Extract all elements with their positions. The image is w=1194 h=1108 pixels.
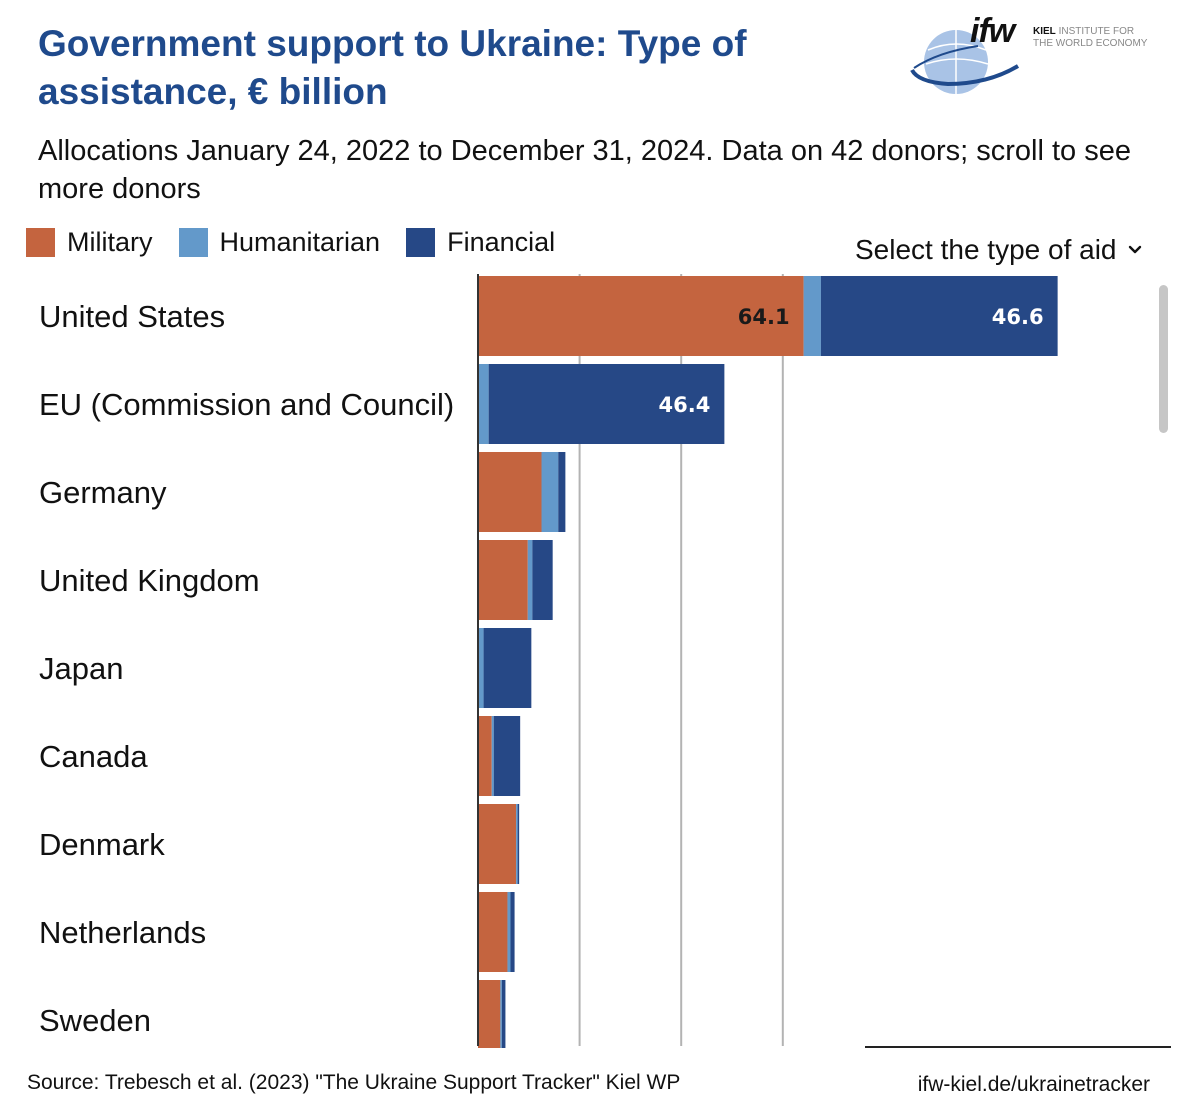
bar-denmark-military[interactable] xyxy=(478,804,517,884)
category-label-denmark: Denmark xyxy=(39,827,165,862)
aid-type-select-label: Select the type of aid xyxy=(855,234,1117,265)
bar-germany-humanitarian[interactable] xyxy=(541,452,559,532)
legend: Military Humanitarian Financial xyxy=(26,227,581,258)
category-label-united-kingdom: United Kingdom xyxy=(39,563,260,598)
bar-netherlands-humanitarian[interactable] xyxy=(507,892,511,972)
legend-item-financial[interactable]: Financial xyxy=(406,227,555,258)
data-label-united-states-military: 64.1 xyxy=(738,305,790,329)
legend-swatch-military xyxy=(26,228,55,257)
chart-subtitle: Allocations January 24, 2022 to December… xyxy=(38,135,1131,205)
chevron-down-icon xyxy=(1128,245,1141,254)
bar-netherlands-military[interactable] xyxy=(478,892,508,972)
tracker-link[interactable]: ifw-kiel.de/ukrainetracker xyxy=(917,1073,1150,1096)
legend-item-military[interactable]: Military xyxy=(26,227,153,258)
bar-united-states-military[interactable] xyxy=(478,276,804,356)
logo-line2: THE WORLD ECONOMY xyxy=(1033,38,1148,49)
data-label-united-states-financial: 46.6 xyxy=(992,305,1044,329)
scrollbar-thumb[interactable] xyxy=(1159,285,1168,433)
category-label-netherlands: Netherlands xyxy=(39,915,206,950)
bar-united-states-financial[interactable] xyxy=(820,276,1058,356)
bar-united-states-humanitarian[interactable] xyxy=(803,276,821,356)
legend-item-humanitarian[interactable]: Humanitarian xyxy=(178,227,381,258)
legend-swatch-humanitarian xyxy=(178,228,208,257)
bar-germany-military[interactable] xyxy=(478,452,542,532)
bar-united-kingdom-military[interactable] xyxy=(478,540,528,620)
category-label-united-states: United States xyxy=(39,299,225,334)
bar-canada-humanitarian[interactable] xyxy=(491,716,494,796)
ifw-globe-icon xyxy=(910,30,1020,94)
chart-title: Government support to Ukraine: Type of a… xyxy=(38,23,747,112)
bar-japan-financial[interactable] xyxy=(483,628,532,708)
bar-japan-humanitarian[interactable] xyxy=(478,628,484,708)
bar-sweden-financial[interactable] xyxy=(501,980,506,1048)
bar-eu-commission-and-council-financial[interactable] xyxy=(488,364,725,444)
bar-denmark-financial[interactable] xyxy=(517,804,520,884)
data-label-eu-commission-and-council-financial: 46.4 xyxy=(659,393,711,417)
logo-line1: INSTITUTE FOR xyxy=(1058,26,1135,37)
legend-label-financial: Financial xyxy=(447,227,556,257)
bar-sweden-military[interactable] xyxy=(478,980,501,1048)
bar-sweden-humanitarian[interactable] xyxy=(500,980,502,1048)
chart-scroll-area[interactable]: United States 64.1 46.6 EU (Commission and … xyxy=(0,274,1194,1048)
category-label-japan: Japan xyxy=(39,651,123,686)
bar-canada-financial[interactable] xyxy=(493,716,521,796)
legend-label-humanitarian: Humanitarian xyxy=(219,227,381,257)
bar-canada-military[interactable] xyxy=(478,716,492,796)
stacked-bar-chart: United States 64.1 46.6 EU (Commission and … xyxy=(39,274,1058,1048)
footer-divider xyxy=(865,1046,1171,1048)
legend-label-military: Military xyxy=(67,227,153,257)
bar-united-kingdom-financial[interactable] xyxy=(532,540,553,620)
bar-denmark-humanitarian[interactable] xyxy=(516,804,518,884)
bar-netherlands-financial[interactable] xyxy=(510,892,515,972)
legend-swatch-financial xyxy=(406,228,436,257)
logo-mark: ifw xyxy=(970,12,1015,50)
source-note: Source: Trebesch et al. (2023) "The Ukra… xyxy=(27,1071,681,1094)
aid-type-select[interactable]: Select the type of aid xyxy=(855,234,1143,266)
category-label-sweden: Sweden xyxy=(39,1003,151,1038)
bar-eu-commission-and-council-humanitarian[interactable] xyxy=(478,364,489,444)
bar-united-kingdom-humanitarian[interactable] xyxy=(527,540,533,620)
category-label-eu-commission-and-council: EU (Commission and Council) xyxy=(39,387,454,422)
bar-germany-financial[interactable] xyxy=(558,452,566,532)
logo-wordmark: KIEL INSTITUTE FOR THE WORLD ECONOMY xyxy=(1033,26,1147,50)
category-label-canada: Canada xyxy=(39,739,148,774)
category-label-germany: Germany xyxy=(39,475,167,510)
logo-kiel: KIEL xyxy=(1033,26,1056,37)
